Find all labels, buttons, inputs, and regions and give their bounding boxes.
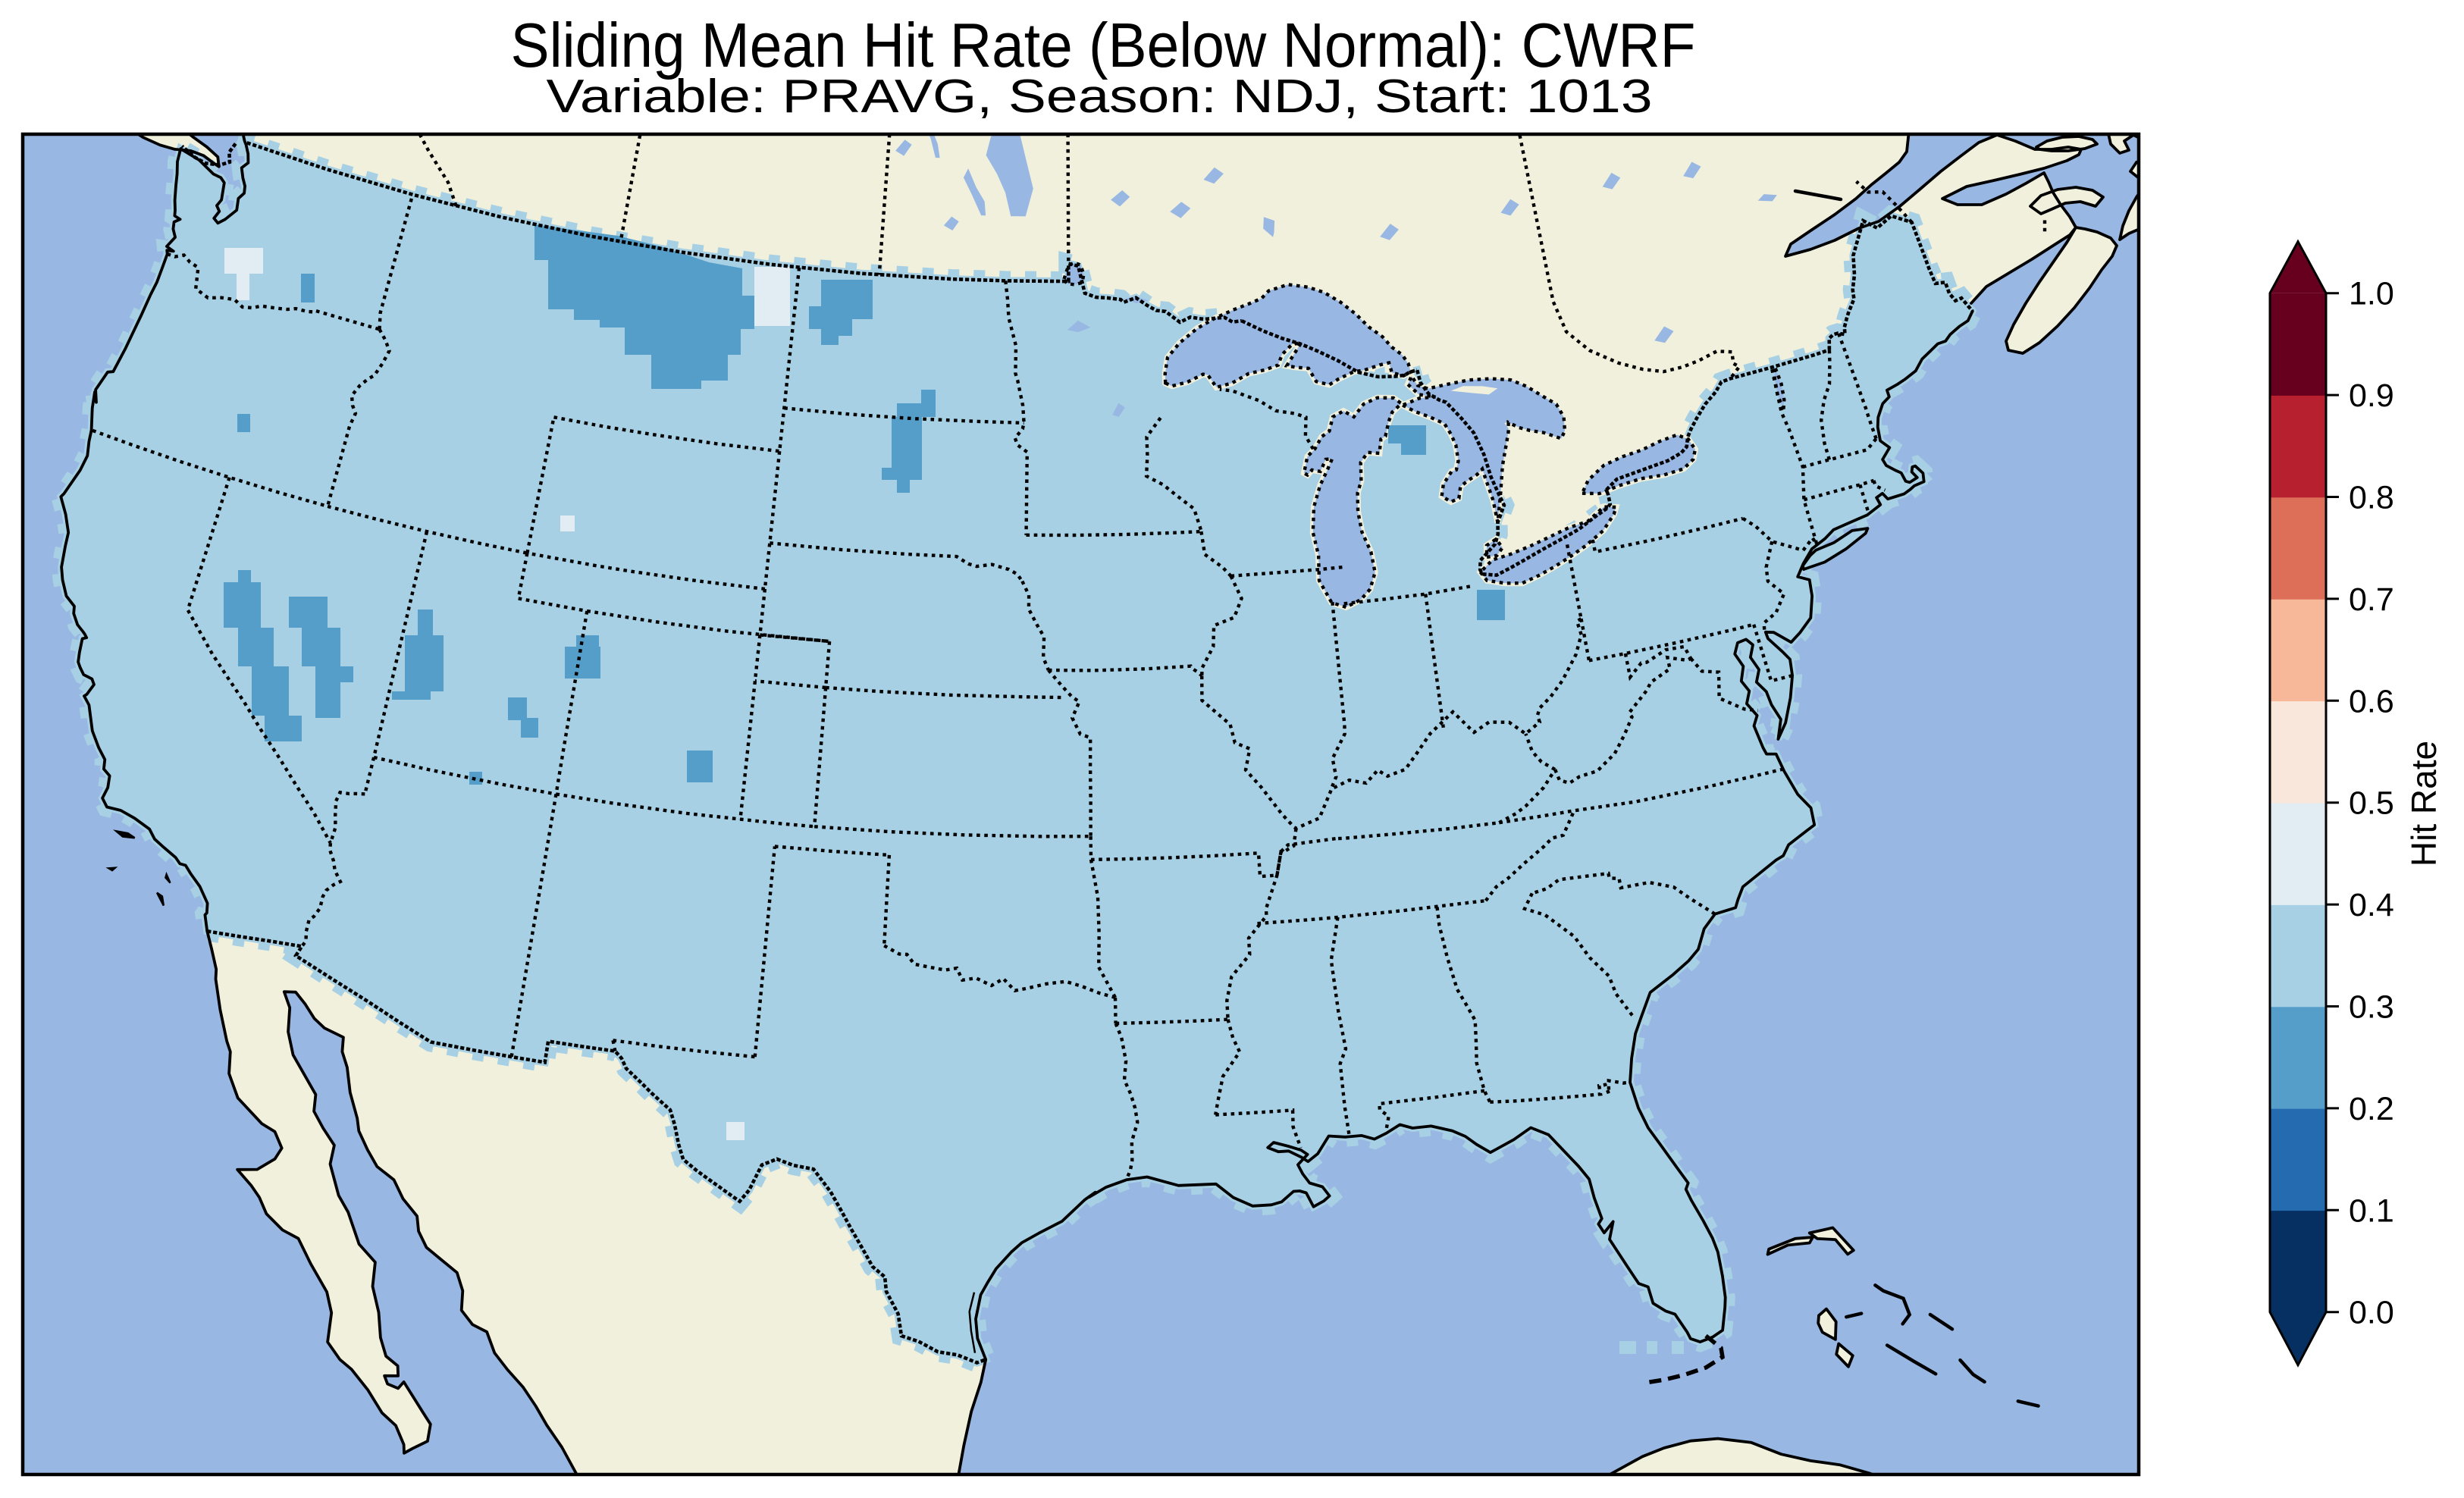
svg-text:0.0: 0.0 bbox=[2349, 1295, 2394, 1331]
svg-text:Sliding Mean Hit Rate (Below N: Sliding Mean Hit Rate (Below Normal): CW… bbox=[511, 10, 1696, 80]
svg-text:0.6: 0.6 bbox=[2349, 683, 2394, 719]
svg-text:Hit Rate: Hit Rate bbox=[2404, 741, 2444, 867]
svg-text:0.1: 0.1 bbox=[2349, 1192, 2394, 1229]
svg-text:0.3: 0.3 bbox=[2349, 989, 2394, 1026]
svg-text:0.4: 0.4 bbox=[2349, 887, 2394, 923]
svg-text:0.7: 0.7 bbox=[2349, 581, 2394, 618]
svg-text:0.5: 0.5 bbox=[2349, 785, 2394, 822]
svg-text:0.8: 0.8 bbox=[2349, 480, 2394, 516]
svg-text:1.0: 1.0 bbox=[2349, 276, 2394, 312]
svg-text:0.2: 0.2 bbox=[2349, 1091, 2394, 1127]
svg-text:Variable: PRAVG, Season: NDJ,: Variable: PRAVG, Season: NDJ, Start: 101… bbox=[547, 71, 1653, 123]
svg-text:0.9: 0.9 bbox=[2349, 378, 2394, 414]
